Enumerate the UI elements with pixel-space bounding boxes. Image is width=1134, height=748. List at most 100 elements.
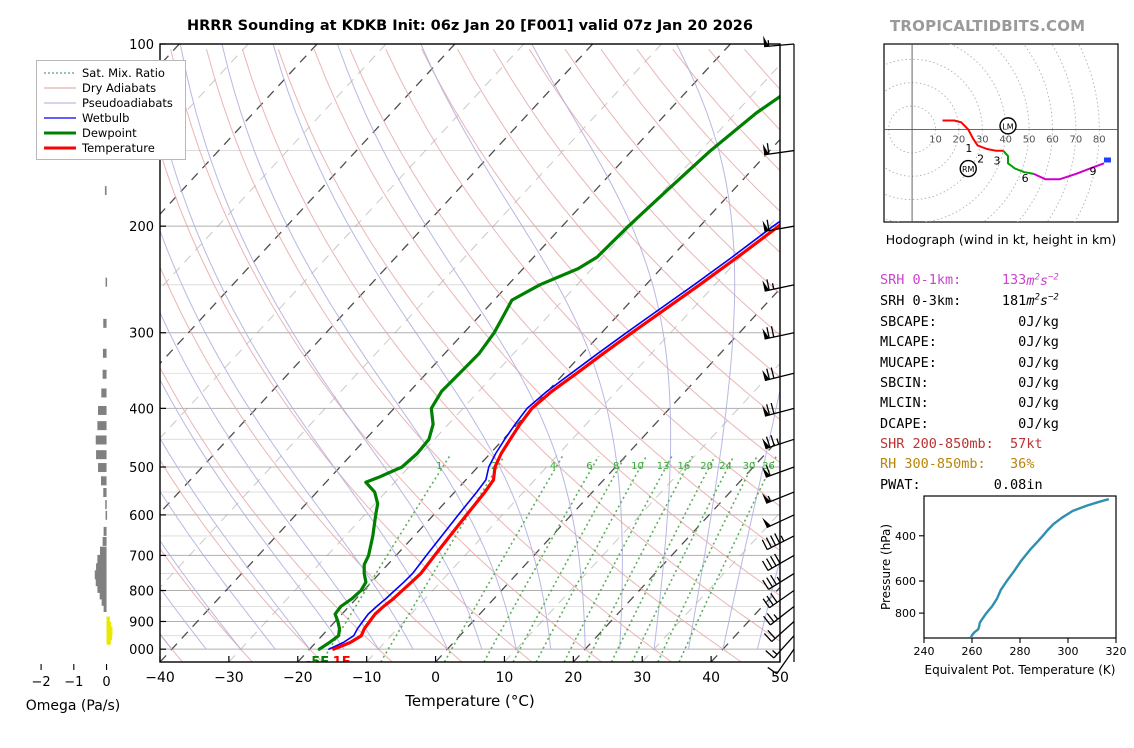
svg-text:600: 600 [895,575,916,588]
stats-label: MLCIN: [880,395,929,412]
hodograph-caption: Hodograph (wind in kt, height in km) [886,232,1117,247]
svg-text:40: 40 [999,134,1012,145]
stats-value: 0 [1018,354,1027,371]
stats-unit: m2s−2 [1026,272,1059,289]
omega-bar [102,536,107,546]
stats-label: MUCAPE: [880,354,937,371]
svg-text:10: 10 [496,670,514,686]
omega-bar [97,421,107,431]
stats-table: SRH 0-1km: 133 m2s−2 SRH 0-3km: 181 m2s−2 SBCA… [880,272,1059,497]
stats-row: MLCAPE: 0 J/kg [880,334,1059,354]
wind-barb [762,589,795,609]
stats-label: SBCIN: [880,374,929,391]
svg-text:1000: 1000 [130,643,154,658]
omega-panel: 0 −1 −2 Omega (Pa/s) [0,0,140,748]
hodograph-segment [1002,150,1034,175]
legend-label-3: Wetbulb [82,111,129,125]
omega-bar [103,603,107,613]
wind-barb [762,279,795,292]
stats-row: MUCAPE: 0 J/kg [880,355,1059,375]
omega-bar [101,388,107,398]
svg-text:500: 500 [130,461,154,476]
omega-bar [101,596,107,606]
omega-bar [95,577,107,587]
omega-bar [95,435,107,445]
svg-text:8: 8 [613,461,619,472]
svg-text:36: 36 [762,461,775,472]
stats-unit: J/kg [1026,313,1059,330]
svg-text:10: 10 [929,134,942,145]
stats-label: SBCAPE: [880,313,937,330]
stats-unit: kt [1026,436,1043,452]
stats-unit: in [1026,476,1043,493]
stats-row: SBCIN: 0 J/kg [880,375,1059,395]
omega-bar [97,554,107,564]
stats-value: 0 [1018,415,1027,432]
skewt-plot: 1 2 4 6 8 10 13 16 20 24 30 36-5F 1F1002003004005006… [130,18,795,710]
stats-row: SBCAPE: 0 J/kg [880,314,1059,334]
wind-barb [762,465,795,478]
omega-bar [103,526,107,536]
svg-text:−30: −30 [214,670,244,686]
wind-barb [763,605,795,626]
svg-text:30: 30 [743,461,756,472]
wind-barb [762,219,795,233]
page-title: HRRR Sounding at KDKB Init: 06z Jan 20 [… [187,18,753,34]
stats-label: DCAPE: [880,415,929,432]
svg-text:0: 0 [431,670,440,686]
svg-text:20: 20 [953,134,966,145]
svg-text:10: 10 [631,461,644,472]
omega-bar [102,348,107,358]
hodograph-height-label: 9 [1089,165,1096,178]
hodograph-panel: 10 20 30 40 50 60 70 80 1 2 3 6 9 LM RM Hodograph (wind… [876,40,1126,255]
svg-text:280: 280 [1010,645,1031,658]
stats-label: PWAT: [880,476,921,493]
omega-bar [105,277,108,287]
stats-label: SRH 0-1km: [880,272,962,289]
stats-label: SHR 200-850mb: [880,436,994,452]
stats-value: 0 [1018,395,1027,412]
omega-bar [106,626,113,636]
legend: Sat. Mix. Ratio Dry Adiabats Pseudoadiabat… [36,60,186,160]
stats-unit: m2s−2 [1026,292,1059,310]
svg-text:70: 70 [1070,134,1083,145]
svg-text:30: 30 [633,670,651,686]
brand-watermark: TROPICALTIDBITS.COM [890,17,1086,35]
wind-barb [762,573,795,591]
svg-text:6: 6 [586,461,592,472]
svg-text:80: 80 [1093,134,1106,145]
wind-barb [763,35,795,48]
stats-value: 0 [1018,334,1027,351]
surface-label-0: -5F [306,655,329,670]
omega-bar [94,570,107,580]
omega-bar [100,546,107,556]
legend-label-0: Sat. Mix. Ratio [82,66,165,80]
omega-bar [102,369,107,379]
svg-text:400: 400 [895,530,916,543]
omega-bar [96,563,107,573]
stats-value: 0.08 [993,476,1027,493]
theta-e-xlabel: Equivalent Pot. Temperature (K) [925,663,1116,677]
stats-unit: J/kg [1026,374,1059,391]
wind-barb [762,143,795,156]
omega-bar [98,405,107,415]
stats-value: 0 [1018,313,1027,330]
stats-row: SRH 0-1km: 133 m2s−2 [880,272,1059,293]
omega-bar [103,488,107,498]
theta-e-ylabel: Pressure (hPa) [879,524,893,610]
svg-text:300: 300 [1058,645,1079,658]
stats-value: 0 [1018,374,1027,391]
stats-value: 181 [1001,293,1027,310]
svg-text:800: 800 [895,607,916,620]
stats-unit: % [1026,456,1035,473]
svg-text:40: 40 [702,670,720,686]
stats-row: SRH 0-3km: 181 m2s−2 [880,293,1059,314]
svg-text:20: 20 [564,670,582,686]
svg-text:300: 300 [130,327,154,342]
svg-text:−10: −10 [352,670,382,686]
svg-text:320: 320 [1106,645,1127,658]
svg-text:240: 240 [914,645,935,658]
wind-barb [762,367,795,382]
stats-unit: J/kg [1026,415,1059,432]
